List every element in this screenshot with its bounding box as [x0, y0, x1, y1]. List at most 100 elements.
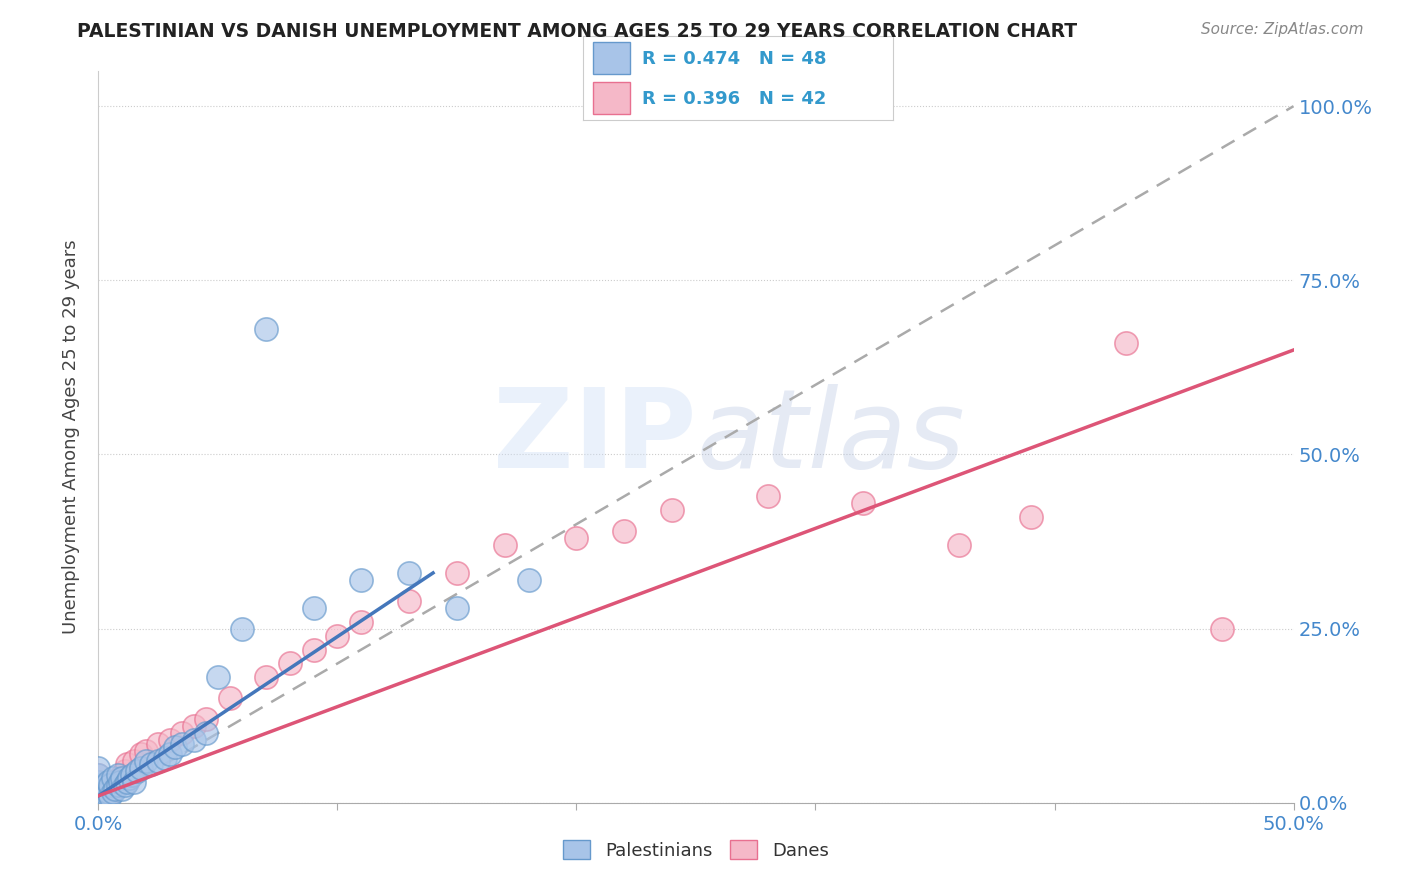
Point [91, 789, 114, 803]
Point [254, 670, 277, 684]
Point [94, 778, 117, 792]
Point [231, 622, 253, 636]
Point [350, 615, 373, 629]
Point [98, 789, 122, 803]
Point [131, 747, 153, 761]
Point [135, 754, 157, 768]
Point [98, 778, 122, 792]
Point [107, 768, 129, 782]
Point [172, 737, 194, 751]
Point [104, 778, 127, 792]
Point [613, 524, 636, 538]
Point [87, 768, 110, 782]
Point [87, 792, 110, 806]
Text: atlas: atlas [696, 384, 965, 491]
Point [87, 781, 110, 796]
Point [94, 788, 117, 802]
Point [172, 726, 194, 740]
Point [87, 781, 110, 796]
Point [1211, 622, 1233, 636]
Point [183, 719, 205, 733]
Legend: Palestinians, Danes: Palestinians, Danes [555, 833, 837, 867]
Point [135, 743, 157, 757]
Point [87, 785, 110, 799]
Point [97, 785, 120, 799]
Point [494, 538, 516, 552]
Point [350, 573, 373, 587]
Text: R = 0.396   N = 42: R = 0.396 N = 42 [643, 90, 827, 108]
Point [97, 775, 120, 789]
Point [124, 775, 146, 789]
Point [302, 600, 325, 615]
Point [207, 670, 229, 684]
Point [159, 747, 181, 761]
Point [101, 781, 124, 796]
Point [98, 785, 122, 799]
Point [108, 775, 131, 789]
Point [517, 573, 540, 587]
Point [87, 789, 110, 803]
Text: Source: ZipAtlas.com: Source: ZipAtlas.com [1201, 22, 1364, 37]
Point [111, 781, 134, 796]
Point [183, 733, 205, 747]
Point [131, 761, 153, 775]
Point [87, 778, 110, 792]
Point [94, 783, 117, 797]
Point [125, 764, 148, 779]
Point [108, 772, 131, 786]
Point [254, 322, 277, 336]
Point [139, 757, 162, 772]
Point [159, 733, 181, 747]
Point [948, 538, 970, 552]
Point [107, 775, 129, 789]
Point [398, 594, 420, 608]
Bar [593, 82, 630, 114]
Point [195, 712, 218, 726]
Point [398, 566, 420, 580]
Bar [593, 42, 630, 74]
Point [97, 778, 120, 792]
Point [124, 754, 146, 768]
Point [114, 764, 136, 779]
Point [111, 772, 134, 786]
Point [118, 772, 141, 786]
Point [107, 778, 129, 792]
Point [565, 531, 588, 545]
Point [148, 737, 170, 751]
Point [87, 790, 110, 805]
Point [114, 778, 136, 792]
Point [163, 740, 186, 755]
Point [155, 750, 177, 764]
Point [111, 768, 134, 782]
Point [1019, 510, 1042, 524]
Point [278, 657, 301, 671]
Point [101, 785, 124, 799]
Point [852, 496, 875, 510]
Text: ZIP: ZIP [492, 384, 696, 491]
Point [115, 775, 138, 789]
Point [302, 642, 325, 657]
Point [148, 754, 170, 768]
Text: R = 0.474   N = 48: R = 0.474 N = 48 [643, 50, 827, 68]
Point [121, 768, 143, 782]
Point [104, 781, 127, 796]
Point [1115, 336, 1137, 351]
Point [446, 600, 468, 615]
Point [101, 772, 124, 786]
Point [661, 503, 683, 517]
Point [87, 775, 110, 789]
Point [195, 726, 218, 740]
Point [115, 757, 138, 772]
Point [87, 768, 110, 782]
Point [87, 785, 110, 799]
Point [446, 566, 468, 580]
Point [87, 775, 110, 789]
Point [91, 790, 114, 805]
Point [219, 691, 242, 706]
Y-axis label: Unemployment Among Ages 25 to 29 years: Unemployment Among Ages 25 to 29 years [62, 240, 80, 634]
Point [756, 489, 779, 503]
Text: PALESTINIAN VS DANISH UNEMPLOYMENT AMONG AGES 25 TO 29 YEARS CORRELATION CHART: PALESTINIAN VS DANISH UNEMPLOYMENT AMONG… [77, 22, 1077, 41]
Point [326, 629, 349, 643]
Point [91, 783, 114, 797]
Point [87, 761, 110, 775]
